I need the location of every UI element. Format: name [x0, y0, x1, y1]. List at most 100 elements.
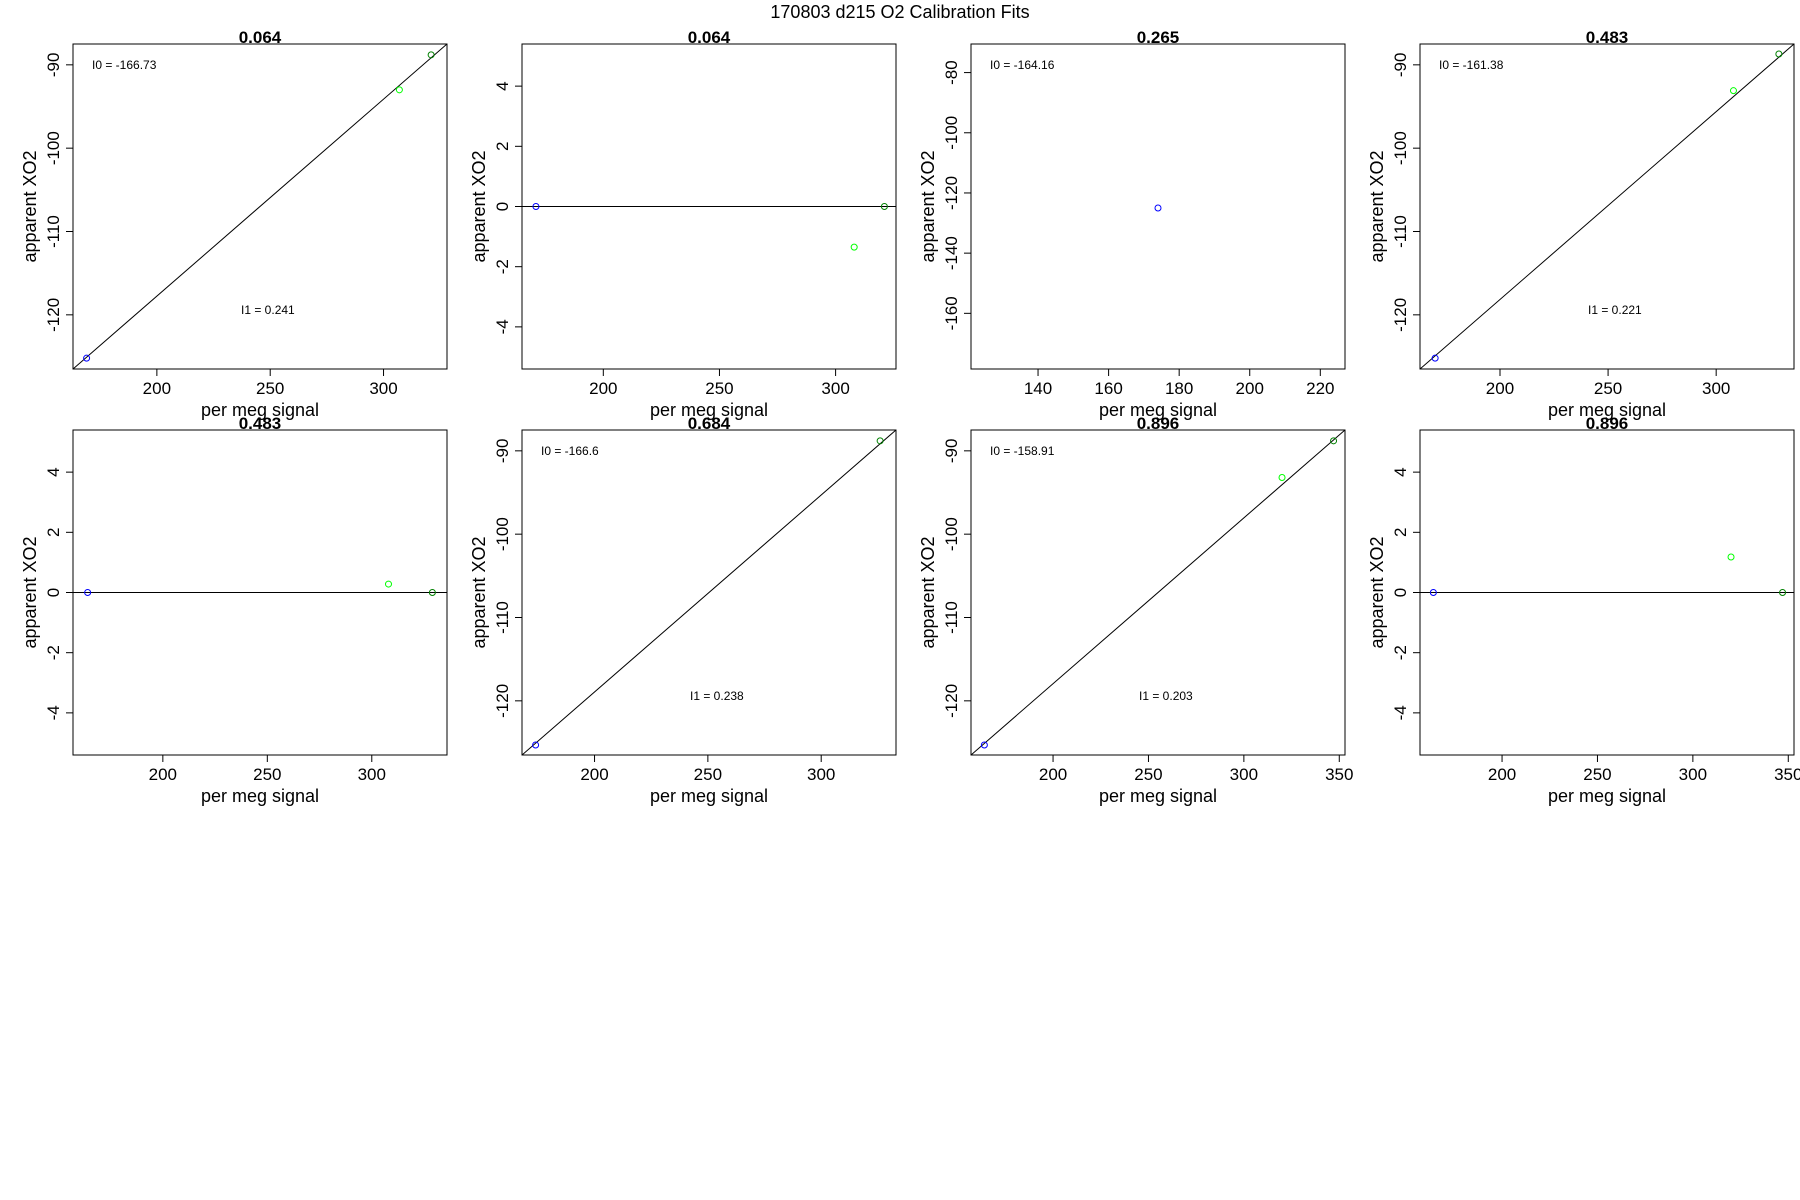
x-tick-label: 200 — [1236, 379, 1264, 398]
y-axis-label: apparent XO2 — [469, 536, 489, 648]
slope-annotation: I1 = 0.238 — [690, 689, 744, 703]
x-tick-label: 220 — [1306, 379, 1334, 398]
x-tick-label: 250 — [253, 765, 281, 784]
x-axis-label: per meg signal — [1548, 786, 1666, 806]
x-tick-label: 300 — [1679, 765, 1707, 784]
data-point — [427, 51, 435, 59]
x-tick-label: 300 — [1230, 765, 1258, 784]
data-point — [532, 741, 540, 749]
y-tick-label: -90 — [942, 439, 961, 464]
panel-title: 0.483 — [1586, 28, 1629, 47]
y-tick-label: -90 — [493, 439, 512, 464]
x-tick-label: 250 — [256, 379, 284, 398]
x-axis-label: per meg signal — [201, 400, 319, 420]
slope-annotation: I1 = 0.241 — [241, 303, 295, 317]
x-tick-label: 350 — [1774, 765, 1800, 784]
data-point — [850, 243, 858, 251]
y-tick-label: 2 — [493, 142, 512, 151]
x-tick-label: 160 — [1094, 379, 1122, 398]
y-tick-label: 0 — [44, 588, 63, 597]
plot-panel-3: 0.265 140 160 180 200 220 per meg signal -160 -1… — [918, 28, 1346, 420]
y-tick-label: -100 — [44, 131, 63, 165]
data-point — [1429, 589, 1437, 596]
panel-title: 0.064 — [239, 28, 282, 47]
y-tick-label: -2 — [1391, 645, 1410, 660]
y-tick-label: -140 — [942, 236, 961, 270]
data-point — [1727, 553, 1735, 561]
x-tick-label: 300 — [821, 379, 849, 398]
data-point — [1330, 437, 1338, 445]
x-axis-label: per meg signal — [650, 786, 768, 806]
y-axis-label: apparent XO2 — [20, 150, 40, 262]
plot-panel-1: 0.064 200 250 300 per meg signal -120 -110 -100… — [20, 28, 448, 420]
y-tick-label: 2 — [1391, 528, 1410, 537]
y-axis-label: apparent XO2 — [20, 536, 40, 648]
y-tick-label: -110 — [942, 601, 961, 634]
data-point — [1729, 87, 1737, 95]
plot-panel-6: 0.684 200 250 300 per meg signal -120 -110 -100… — [469, 414, 897, 806]
x-tick-label: 300 — [358, 765, 386, 784]
panel-title: 0.896 — [1137, 414, 1180, 433]
y-tick-label: -110 — [44, 215, 63, 248]
y-tick-label: -120 — [44, 298, 63, 332]
x-tick-label: 250 — [694, 765, 722, 784]
fit-line — [1420, 44, 1794, 369]
y-tick-label: -120 — [493, 684, 512, 718]
x-tick-label: 140 — [1024, 379, 1052, 398]
fit-line — [522, 430, 896, 755]
x-tick-label: 250 — [1583, 765, 1611, 784]
panel-title: 0.265 — [1137, 28, 1180, 47]
x-axis-label: per meg signal — [1099, 400, 1217, 420]
y-tick-label: -110 — [493, 601, 512, 634]
x-tick-label: 350 — [1325, 765, 1353, 784]
plot-frame — [970, 429, 1346, 756]
plot-panel-4: 0.483 200 250 300 per meg signal -120 -110 -100… — [1367, 28, 1795, 420]
x-tick-label: 200 — [1488, 765, 1516, 784]
plot-panel-5: 0.483 200 250 300 per meg signal -4 -2 0 2 4 appar… — [20, 414, 448, 806]
x-tick-label: 200 — [149, 765, 177, 784]
y-tick-label: -120 — [1391, 298, 1410, 332]
data-point — [1779, 589, 1787, 596]
x-tick-label: 180 — [1165, 379, 1193, 398]
y-tick-label: -120 — [942, 684, 961, 718]
intercept-annotation: I0 = -158.91 — [990, 444, 1055, 458]
data-point — [428, 589, 436, 596]
data-point — [1278, 474, 1286, 481]
y-tick-label: -4 — [493, 319, 512, 334]
panel-title: 0.896 — [1586, 414, 1629, 433]
y-tick-label: -80 — [942, 60, 961, 85]
x-tick-label: 300 — [1702, 379, 1730, 398]
data-point — [1431, 354, 1439, 362]
y-tick-label: -120 — [942, 176, 961, 210]
x-axis-label: per meg signal — [650, 400, 768, 420]
y-axis-label: apparent XO2 — [1367, 536, 1387, 648]
y-tick-label: -110 — [1391, 215, 1410, 248]
y-tick-label: -100 — [942, 116, 961, 150]
y-tick-label: -160 — [942, 296, 961, 330]
x-axis-label: per meg signal — [1548, 400, 1666, 420]
slope-annotation: I1 = 0.221 — [1588, 303, 1642, 317]
x-tick-label: 250 — [705, 379, 733, 398]
y-tick-label: -90 — [1391, 53, 1410, 78]
y-tick-label: 4 — [1391, 467, 1410, 476]
x-tick-label: 200 — [589, 379, 617, 398]
plot-frame — [521, 429, 897, 756]
y-tick-label: 2 — [44, 528, 63, 537]
data-point — [980, 741, 988, 749]
fit-line — [971, 430, 1345, 755]
panel-title: 0.064 — [688, 28, 731, 47]
y-tick-label: 0 — [493, 202, 512, 211]
y-axis-label: apparent XO2 — [918, 536, 938, 648]
y-axis-label: apparent XO2 — [918, 150, 938, 262]
x-tick-label: 200 — [580, 765, 608, 784]
intercept-annotation: I0 = -161.38 — [1439, 58, 1504, 72]
data-point — [876, 437, 884, 445]
y-tick-label: -100 — [942, 517, 961, 551]
data-point — [532, 203, 540, 210]
data-point — [84, 589, 92, 596]
data-point — [1775, 50, 1783, 58]
plot-frame — [72, 43, 448, 370]
y-tick-label: 4 — [44, 467, 63, 476]
y-tick-label: -4 — [44, 705, 63, 720]
